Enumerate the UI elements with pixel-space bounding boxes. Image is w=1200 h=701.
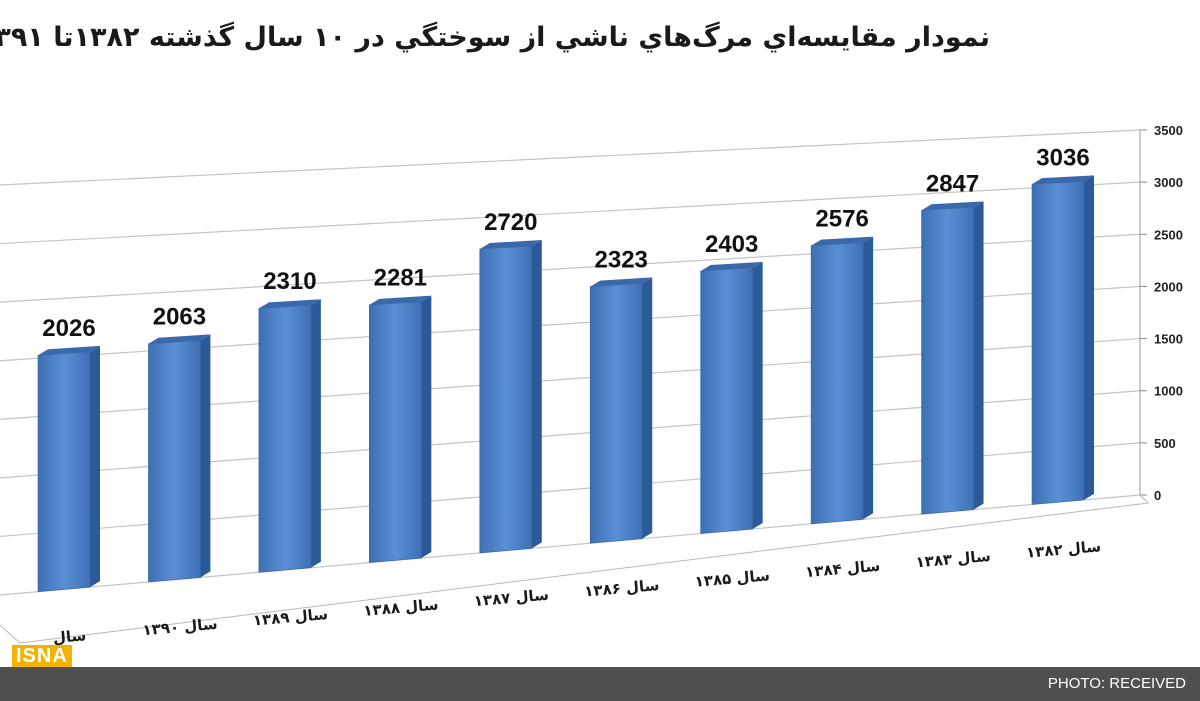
x-tick-label: سال ۱۳۸۹ bbox=[252, 605, 329, 629]
x-tick-label: سال ۱۳۸۷ bbox=[473, 586, 550, 610]
data-label: 2323 bbox=[595, 246, 648, 273]
bar-top bbox=[479, 240, 542, 250]
y-axis: 0 500 1000 1500 2000 2500 3000 3500 bbox=[0, 123, 1183, 644]
y-tick-label: 2500 bbox=[1154, 227, 1183, 242]
bar-top bbox=[700, 261, 763, 272]
y-tick-label: 3500 bbox=[1154, 123, 1183, 138]
x-tick-label: سال ۱۳۹۰ bbox=[142, 615, 219, 639]
x-tick-label: سال bbox=[52, 626, 87, 647]
bar-side bbox=[200, 334, 211, 578]
y-tick-label: 1000 bbox=[1154, 384, 1183, 399]
bars bbox=[37, 175, 1094, 592]
bar-front bbox=[258, 304, 312, 573]
y-tick-label: 500 bbox=[1154, 436, 1176, 451]
isna-logo: ISNA bbox=[12, 645, 72, 668]
bar-top bbox=[38, 345, 100, 356]
gridline bbox=[0, 181, 1141, 245]
y-tick-label: 3000 bbox=[1154, 175, 1183, 190]
data-label: 2403 bbox=[705, 231, 758, 258]
data-label: 2281 bbox=[374, 265, 427, 292]
bar bbox=[700, 261, 763, 534]
x-tick-label: سال ۱۳۸۲ bbox=[1025, 537, 1102, 561]
photo-credit: PHOTO: RECEIVED bbox=[1047, 675, 1186, 692]
bar-side bbox=[310, 299, 321, 568]
bar-top bbox=[811, 236, 874, 246]
bar bbox=[810, 236, 874, 525]
data-label: 3036 bbox=[1036, 144, 1089, 171]
floor-edge bbox=[0, 494, 1150, 644]
bar-top bbox=[258, 299, 321, 309]
bar-top bbox=[148, 334, 211, 344]
footer-bar: PHOTO: RECEIVED bbox=[0, 667, 1200, 701]
bar-front bbox=[589, 283, 643, 544]
bar-front bbox=[37, 351, 91, 592]
x-tick-label: سال ۱۳۸۵ bbox=[694, 566, 771, 590]
x-tick-label: سال ۱۳۸۴ bbox=[804, 557, 881, 581]
bar-top bbox=[921, 201, 984, 211]
chart-title: نمودار مقايسه‌اي مرگ‌هاي ناشي از سوختگي … bbox=[0, 22, 990, 53]
labels: 2026 سال 2063 سال ۱۳۹۰ 2310 سال ۱۳۸۹ 2281 سال ۱… bbox=[42, 144, 1102, 647]
bar-side bbox=[863, 236, 874, 520]
bar-side bbox=[642, 277, 653, 539]
bar bbox=[1031, 175, 1094, 505]
bar-front bbox=[148, 340, 201, 583]
bar bbox=[921, 201, 984, 515]
bar-side bbox=[752, 261, 763, 529]
data-label: 2310 bbox=[263, 268, 316, 295]
bar-front bbox=[810, 242, 864, 525]
bar bbox=[258, 299, 321, 573]
bar-top bbox=[369, 295, 432, 305]
bar-front bbox=[700, 267, 753, 534]
y-tick-label: 1500 bbox=[1154, 332, 1183, 347]
bar-chart: 0 500 1000 1500 2000 2500 3000 3500 2026 سال 2063… bbox=[0, 123, 1183, 647]
bar-side bbox=[973, 201, 984, 510]
bar-front bbox=[1031, 181, 1085, 505]
data-label: 2026 bbox=[42, 315, 95, 342]
data-label: 2063 bbox=[153, 303, 206, 330]
data-label: 2720 bbox=[484, 209, 537, 236]
bar bbox=[37, 345, 100, 592]
x-tick-label: سال ۱۳۸۶ bbox=[584, 576, 661, 600]
x-tick-label: سال ۱۳۸۳ bbox=[915, 547, 992, 571]
bar-front bbox=[921, 207, 974, 515]
bar-side bbox=[421, 295, 432, 559]
y-tick-label: 0 bbox=[1154, 488, 1161, 503]
data-label: 2847 bbox=[926, 170, 979, 197]
bar-side bbox=[531, 240, 542, 549]
bar-top bbox=[590, 277, 653, 287]
y-tick-label: 2000 bbox=[1154, 279, 1183, 294]
bar-side bbox=[90, 345, 100, 588]
bar-front bbox=[369, 301, 422, 563]
gridline bbox=[0, 129, 1141, 186]
bar-top bbox=[1032, 175, 1094, 185]
bar bbox=[589, 277, 653, 544]
bar bbox=[369, 295, 432, 563]
bar-front bbox=[479, 245, 533, 554]
bar bbox=[148, 334, 211, 583]
bar bbox=[479, 240, 542, 554]
data-label: 2576 bbox=[815, 206, 868, 233]
bar-side bbox=[1084, 175, 1094, 500]
